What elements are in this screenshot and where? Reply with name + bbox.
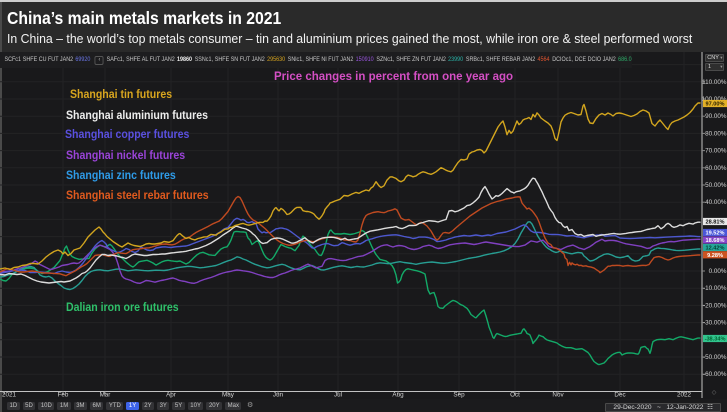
svg-text:80.00%: 80.00% (705, 130, 727, 137)
svg-text:-38.34%: -38.34% (705, 337, 726, 343)
svg-text:60.00%: 60.00% (705, 165, 727, 172)
svg-text:Nov: Nov (552, 392, 564, 399)
svg-text:-10.00%: -10.00% (703, 285, 727, 292)
svg-text:18.68%: 18.68% (706, 238, 725, 244)
svg-text:Jun: Jun (273, 392, 284, 399)
svg-text:Feb: Feb (58, 392, 69, 399)
svg-text:-60.00%: -60.00% (703, 371, 727, 378)
svg-text:110.00%: 110.00% (702, 79, 727, 86)
svg-text:0.00%: 0.00% (709, 268, 727, 275)
svg-text:2022: 2022 (677, 392, 692, 399)
svg-text:9.28%: 9.28% (707, 253, 723, 259)
svg-text:Jul: Jul (334, 392, 342, 399)
svg-text:97.00%: 97.00% (706, 102, 725, 108)
svg-text:Sep: Sep (453, 392, 465, 399)
svg-text:90.00%: 90.00% (705, 113, 727, 120)
svg-text:Dec: Dec (614, 392, 625, 399)
svg-text:Apr: Apr (166, 392, 176, 399)
svg-text:2021: 2021 (2, 392, 17, 399)
svg-text:70.00%: 70.00% (705, 148, 727, 155)
svg-text:May: May (222, 392, 235, 399)
svg-text:19.52%: 19.52% (706, 231, 725, 237)
svg-text:-20.00%: -20.00% (703, 302, 727, 309)
svg-text:28.81%: 28.81% (706, 220, 725, 226)
svg-text:Mar: Mar (100, 392, 111, 399)
svg-text:Aug: Aug (392, 392, 404, 399)
svg-text:Oct: Oct (510, 392, 520, 399)
svg-text:40.00%: 40.00% (705, 199, 727, 206)
svg-text:-30.00%: -30.00% (703, 320, 727, 327)
svg-text:50.00%: 50.00% (705, 182, 727, 189)
svg-text:12.42%: 12.42% (706, 246, 725, 252)
svg-text:100.00%: 100.00% (702, 96, 727, 103)
svg-text:-50.00%: -50.00% (703, 354, 727, 361)
svg-text:◇: ◇ (712, 390, 717, 396)
